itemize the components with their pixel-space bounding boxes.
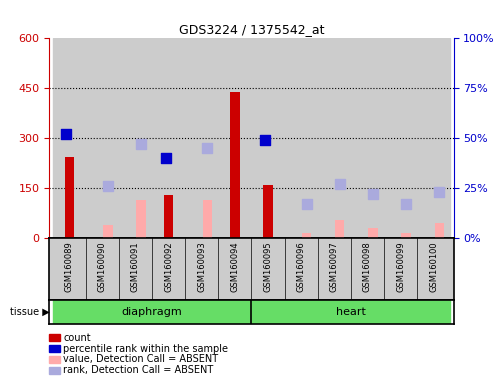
Bar bbox=[351, 38, 384, 238]
Point bbox=[336, 181, 344, 187]
Text: GSM160100: GSM160100 bbox=[429, 241, 438, 292]
Bar bbox=[137, 200, 145, 238]
Text: GSM160091: GSM160091 bbox=[131, 241, 140, 292]
Bar bbox=[53, 300, 251, 324]
Point bbox=[303, 201, 311, 207]
Bar bbox=[435, 223, 444, 238]
Text: GSM160096: GSM160096 bbox=[297, 241, 306, 292]
Text: GSM160093: GSM160093 bbox=[197, 241, 206, 292]
Bar bbox=[230, 92, 240, 238]
Bar bbox=[384, 38, 417, 238]
Text: count: count bbox=[63, 333, 91, 343]
Text: value, Detection Call = ABSENT: value, Detection Call = ABSENT bbox=[63, 354, 218, 364]
Text: GSM160090: GSM160090 bbox=[98, 241, 107, 292]
Point bbox=[162, 155, 170, 161]
Bar bbox=[251, 38, 284, 238]
Text: rank, Detection Call = ABSENT: rank, Detection Call = ABSENT bbox=[63, 365, 213, 375]
Point bbox=[203, 145, 211, 151]
Text: tissue ▶: tissue ▶ bbox=[10, 307, 50, 317]
Bar bbox=[164, 195, 173, 238]
Bar bbox=[284, 38, 317, 238]
Bar bbox=[335, 220, 345, 238]
Bar bbox=[401, 233, 411, 238]
Text: GSM160099: GSM160099 bbox=[396, 241, 405, 292]
Point bbox=[137, 141, 145, 147]
Text: GSM160094: GSM160094 bbox=[230, 241, 240, 292]
Point bbox=[402, 201, 410, 207]
Text: GSM160092: GSM160092 bbox=[164, 241, 173, 292]
Bar bbox=[251, 300, 450, 324]
Bar bbox=[53, 38, 86, 238]
Text: GSM160095: GSM160095 bbox=[263, 241, 273, 292]
Bar bbox=[302, 233, 312, 238]
Bar bbox=[86, 38, 119, 238]
Text: heart: heart bbox=[336, 307, 366, 317]
Bar bbox=[218, 38, 251, 238]
Bar bbox=[263, 185, 273, 238]
Point bbox=[261, 137, 269, 143]
Bar bbox=[185, 38, 218, 238]
Bar bbox=[368, 228, 378, 238]
Bar bbox=[152, 38, 185, 238]
Bar bbox=[417, 38, 450, 238]
Text: percentile rank within the sample: percentile rank within the sample bbox=[63, 344, 228, 354]
Bar bbox=[65, 157, 74, 238]
Point bbox=[369, 191, 377, 197]
Bar bbox=[103, 225, 112, 238]
Bar bbox=[203, 200, 212, 238]
Bar bbox=[317, 38, 351, 238]
Title: GDS3224 / 1375542_at: GDS3224 / 1375542_at bbox=[178, 23, 324, 36]
Text: GSM160098: GSM160098 bbox=[363, 241, 372, 292]
Point bbox=[63, 131, 70, 137]
Point bbox=[104, 183, 112, 189]
Text: diaphragm: diaphragm bbox=[122, 307, 182, 317]
Bar bbox=[119, 38, 152, 238]
Point bbox=[435, 189, 443, 195]
Text: GSM160097: GSM160097 bbox=[330, 241, 339, 292]
Text: GSM160089: GSM160089 bbox=[65, 241, 73, 292]
